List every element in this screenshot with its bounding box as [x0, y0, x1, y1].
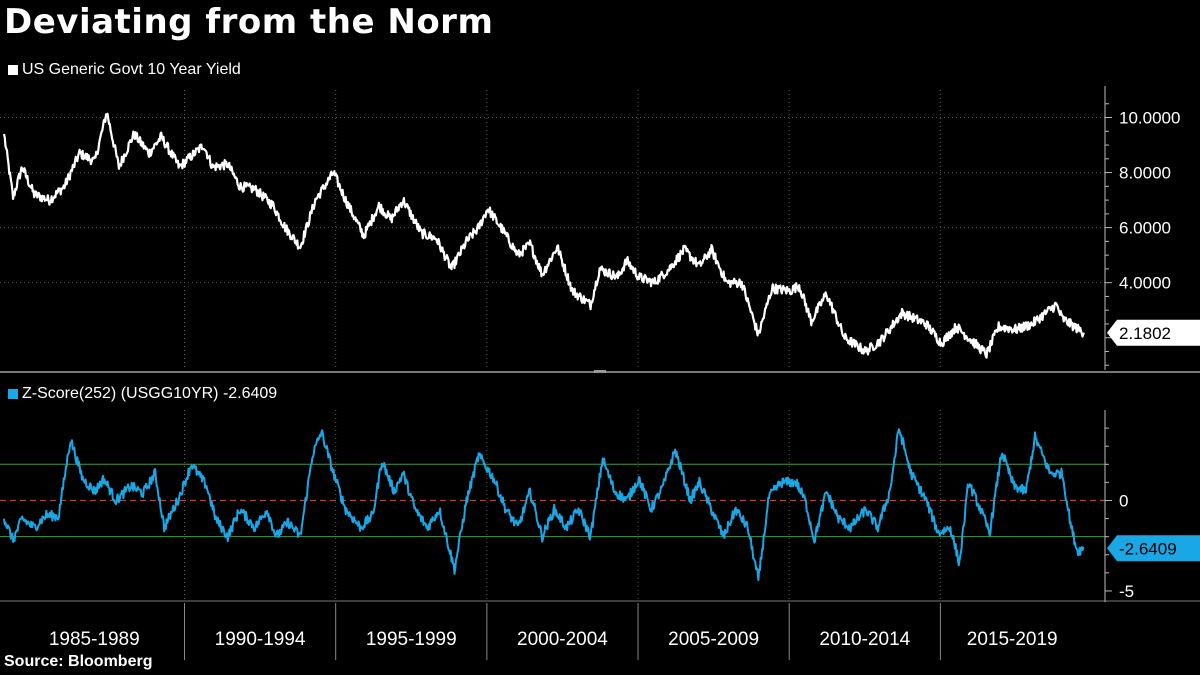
zscore-last-value-label: -2.6409 [1119, 539, 1177, 558]
yield-last-value-box [1107, 319, 1200, 346]
yield-series-line [2, 112, 1085, 359]
zscore-last-value: -2.6409 [1107, 535, 1200, 562]
legend-zscore-label: Z-Score(252) (USGG10YR) -2.6409 [22, 385, 278, 402]
x-period-labels: 1985-1989 1990-1994 1995-1999 2000-2004 2005… [49, 629, 1058, 650]
y-tick-label-yield: 8.0000 [1119, 164, 1171, 183]
y-tick-label-yield: 4.0000 [1119, 274, 1171, 293]
axes [0, 86, 1200, 602]
legend-zscore-swatch [8, 389, 18, 399]
x-period-label: 1995-1999 [366, 629, 457, 650]
source-note: Source: Bloomberg [4, 653, 153, 670]
x-period-label: 2015-2019 [967, 629, 1058, 650]
x-period-label: 2010-2014 [819, 629, 910, 650]
zscore-last-value-box [1107, 535, 1200, 562]
legend-yield: US Generic Govt 10 Year Yield [8, 61, 241, 79]
yield-last-value: 2.1802 [1107, 319, 1200, 346]
x-period-label: 2000-2004 [517, 629, 608, 650]
zscore-reference-lines [0, 463, 1105, 538]
x-period-label: 1985-1989 [49, 629, 140, 650]
last-value-callouts: 2.1802 -2.6409 [1107, 319, 1200, 562]
chart-title: Deviating from the Norm [4, 2, 494, 42]
y-tick-label-yield: 6.0000 [1119, 219, 1171, 238]
tick-labels: 10.0000 8.0000 6.0000 4.0000 0 -5 [1119, 109, 1180, 601]
y-tick-label-zscore: -5 [1119, 582, 1134, 601]
x-period-label: 2005-2009 [668, 629, 759, 650]
legend-zscore: Z-Score(252) (USGG10YR) -2.6409 [8, 385, 277, 403]
grid-lines [0, 90, 1105, 660]
yield-last-value-label: 2.1802 [1119, 324, 1171, 343]
panel-resize-handle [594, 370, 606, 373]
legend-yield-swatch [8, 65, 18, 75]
zscore-series-line [3, 428, 1085, 582]
y-tick-label-yield: 10.0000 [1119, 109, 1180, 128]
legend-yield-label: US Generic Govt 10 Year Yield [22, 61, 241, 78]
y-tick-label-zscore: 0 [1119, 491, 1128, 510]
x-period-label: 1990-1994 [215, 629, 306, 650]
